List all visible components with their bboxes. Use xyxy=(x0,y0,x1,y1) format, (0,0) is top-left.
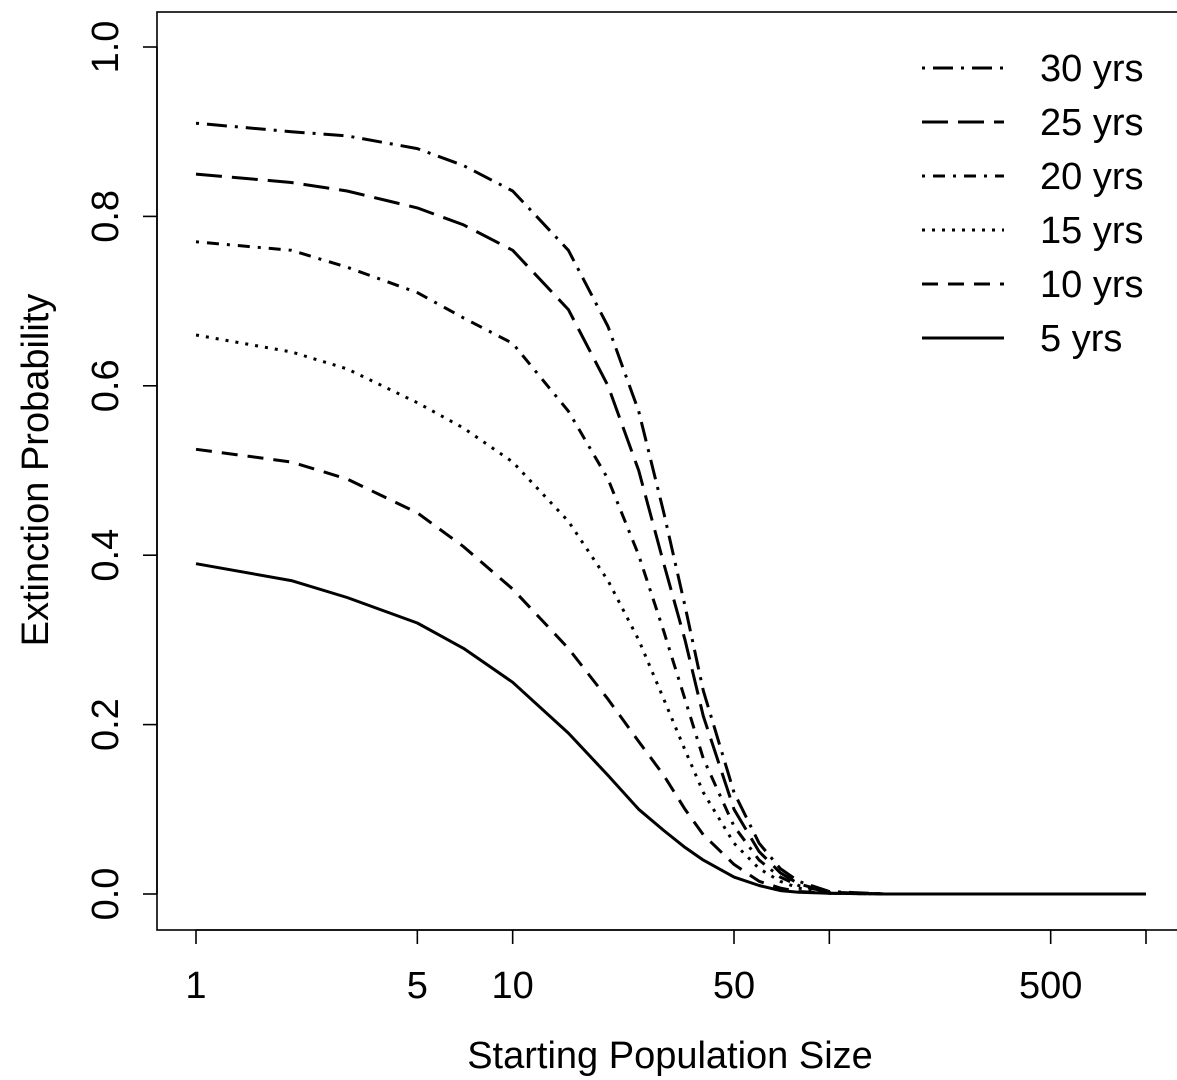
series-line-20-yrs xyxy=(195,240,1146,896)
legend-label-10-yrs: 10 yrs xyxy=(1040,264,1143,306)
legend-label-25-yrs: 25 yrs xyxy=(1040,102,1143,144)
legend-label-15-yrs: 15 yrs xyxy=(1040,210,1143,252)
y-axis: 0.0 0.2 0.4 0.6 0.8 1.0 xyxy=(85,21,158,921)
x-tick-label: 10 xyxy=(492,965,534,1007)
x-tick-label: 1 xyxy=(185,965,206,1007)
y-axis-title: Extinction Probability xyxy=(15,294,57,647)
series-layer xyxy=(195,121,1146,896)
legend-label-5-yrs: 5 yrs xyxy=(1040,318,1122,360)
y-tick-label: 0.6 xyxy=(85,359,127,412)
y-tick-label: 0.2 xyxy=(85,698,127,751)
x-axis-title: Starting Population Size xyxy=(467,1035,873,1077)
series-line-5-yrs xyxy=(195,562,1146,896)
y-tick-label: 1.0 xyxy=(85,21,127,74)
legend-label-20-yrs: 20 yrs xyxy=(1040,156,1143,198)
legend: 30 yrs 25 yrs 20 yrs 15 yrs 10 yrs 5 yrs xyxy=(922,48,1143,360)
series-line-30-yrs xyxy=(195,121,1146,896)
x-tick-label: 5 xyxy=(407,965,428,1007)
y-tick-label: 0.0 xyxy=(85,868,127,921)
series-line-25-yrs xyxy=(195,172,1146,896)
legend-label-30-yrs: 30 yrs xyxy=(1040,48,1143,90)
x-tick-label: 500 xyxy=(1019,965,1082,1007)
y-tick-label: 0.4 xyxy=(85,529,127,582)
y-tick-label: 0.8 xyxy=(85,190,127,243)
x-axis: 1 5 10 50 500 xyxy=(185,929,1147,1007)
x-tick-label: 50 xyxy=(713,965,755,1007)
